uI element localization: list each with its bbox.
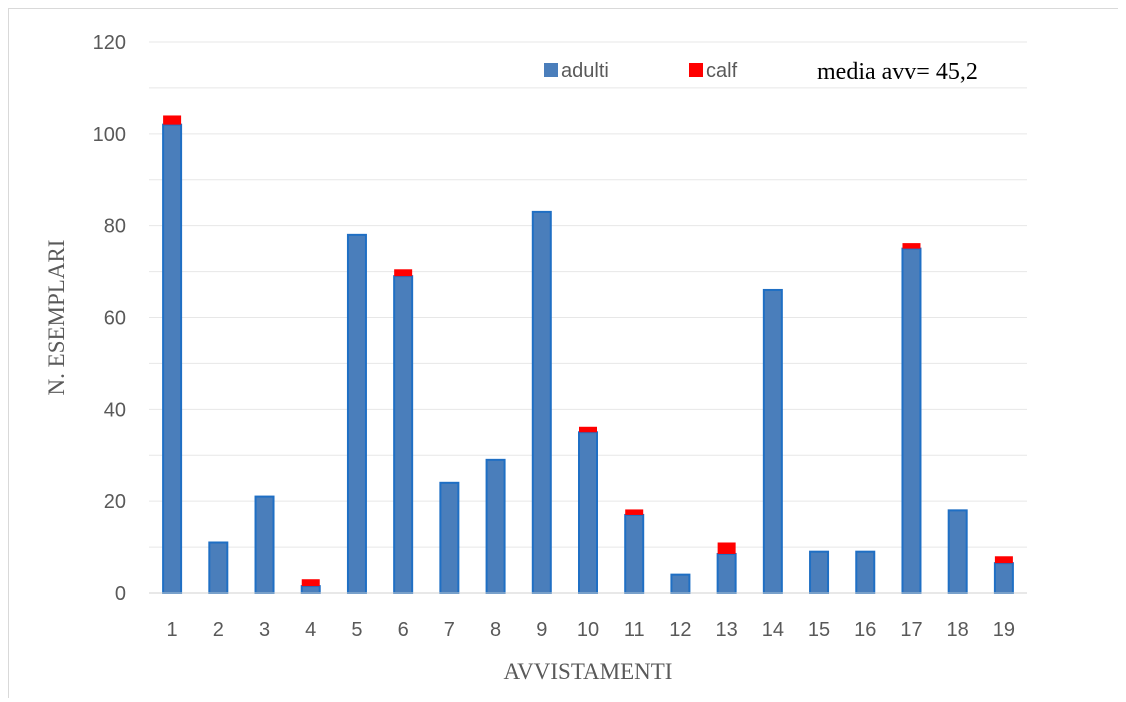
bar-adulti-5 (346, 233, 367, 594)
x-tick-label: 13 (716, 619, 738, 641)
bar-adulti-16 (855, 550, 876, 594)
x-tick-label: 4 (305, 619, 316, 641)
bar-adulti-19 (993, 562, 1014, 595)
bar-adulti-10 (578, 431, 598, 594)
legend-swatch-calf (689, 63, 703, 77)
x-tick-label: 17 (900, 619, 922, 641)
bar-adulti-9 (531, 210, 552, 594)
bar-adulti-2 (208, 541, 229, 594)
mean-annotation: media avv= 45,2 (817, 59, 978, 85)
x-tick-label: 2 (213, 619, 224, 641)
y-tick-label: 60 (104, 308, 126, 330)
y-tick-label: 100 (93, 124, 126, 146)
bar-adulti-1 (162, 123, 183, 595)
legend-swatch-adulti (544, 63, 558, 77)
x-tick-label: 12 (669, 619, 691, 641)
x-tick-label: 6 (398, 619, 409, 641)
bar-adulti-15 (809, 550, 830, 594)
bar-calf-17 (902, 243, 921, 249)
bar-adulti-13 (716, 552, 737, 594)
bar-adulti-8 (485, 458, 506, 595)
x-tick-label: 16 (854, 619, 876, 641)
chart-frame: 0 20 40 60 80 100 120 1 2 3 4 5 6 7 8 9 10 11 12 13 14 15 16 1… (8, 8, 1118, 698)
bars (162, 115, 1014, 595)
bar-adulti-6 (393, 275, 414, 594)
y-tick-labels: 0 20 40 60 80 100 120 (93, 32, 126, 605)
x-tick-labels: 1 2 3 4 5 6 7 8 9 10 11 12 13 14 15 16 17 18 19 (167, 619, 1015, 641)
bar-adulti-12 (670, 573, 691, 595)
bar-calf-4 (301, 579, 320, 587)
x-tick-label: 1 (167, 619, 178, 641)
bar-adulti-17 (901, 247, 922, 594)
bar-calf-1 (163, 115, 182, 125)
x-tick-label: 8 (490, 619, 501, 641)
y-tick-label: 20 (104, 491, 126, 513)
bar-adulti-7 (439, 481, 460, 594)
bar-calf-13 (717, 542, 736, 554)
x-tick-label: 15 (808, 619, 830, 641)
x-tick-label: 19 (993, 619, 1015, 641)
legend-label-adulti: adulti (561, 60, 609, 82)
bar-adulti-3 (254, 495, 275, 595)
x-tick-label: 9 (536, 619, 547, 641)
y-tick-label: 80 (104, 216, 126, 238)
y-tick-label: 0 (115, 583, 126, 605)
bar-calf-19 (994, 556, 1013, 564)
x-tick-label: 14 (762, 619, 784, 641)
x-tick-label: 7 (444, 619, 455, 641)
bar-adulti-18 (947, 509, 968, 595)
bar-calf-10 (579, 426, 597, 433)
x-tick-label: 5 (351, 619, 362, 641)
y-axis-title: N. ESEMPLARI (44, 240, 69, 396)
gridlines (149, 41, 1027, 548)
x-tick-label: 11 (624, 619, 645, 641)
bar-adulti-14 (762, 288, 783, 594)
bar-adulti-4 (300, 585, 321, 594)
x-tick-label: 10 (577, 619, 599, 641)
y-tick-label: 120 (93, 32, 126, 54)
bar-calf-6 (394, 269, 413, 277)
x-tick-label: 3 (259, 619, 270, 641)
x-axis-title: AVVISTAMENTI (504, 659, 673, 684)
legend-label-calf: calf (706, 60, 738, 82)
y-tick-label: 40 (104, 399, 126, 421)
x-tick-label: 18 (947, 619, 969, 641)
bar-calf-11 (625, 509, 644, 515)
bar-adulti-11 (624, 513, 645, 595)
legend: adulti calf (544, 60, 738, 82)
